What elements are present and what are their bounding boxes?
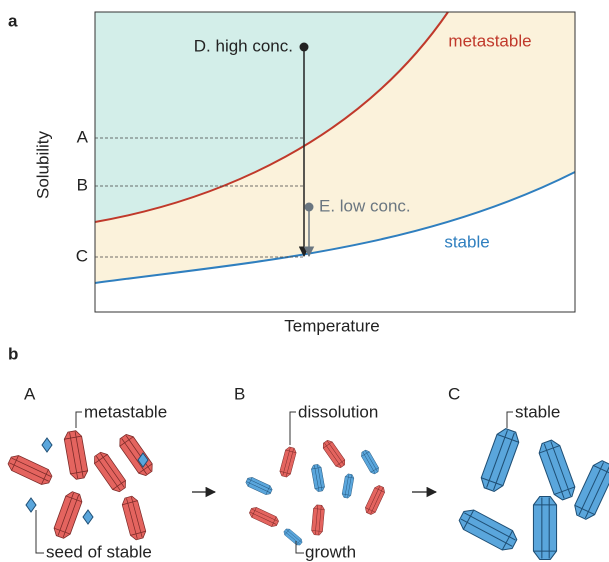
level-label: C — [76, 246, 88, 265]
annotation: stable — [515, 402, 560, 421]
step-label: B — [234, 384, 245, 403]
annotation: dissolution — [298, 402, 378, 421]
level-label: A — [77, 127, 89, 146]
crystals-b — [244, 411, 387, 554]
crystals-c — [455, 411, 609, 561]
x-axis-label: Temperature — [284, 316, 379, 335]
panel-label: a — [8, 11, 18, 30]
step-label: A — [24, 384, 36, 403]
annotation: metastable — [84, 402, 167, 421]
crystals-a — [5, 411, 157, 554]
point-label: D. high conc. — [194, 36, 293, 55]
annotation: growth — [305, 542, 356, 561]
curve-label: metastable — [448, 31, 531, 50]
panel-label: b — [8, 344, 18, 363]
point-label: E. low conc. — [319, 196, 411, 215]
step-label: C — [448, 384, 460, 403]
phase-regions — [94, 11, 576, 313]
annotation: seed of stable — [46, 542, 152, 561]
y-axis-label: Solubility — [33, 130, 52, 199]
curve-label: stable — [444, 232, 489, 251]
level-label: B — [77, 175, 88, 194]
